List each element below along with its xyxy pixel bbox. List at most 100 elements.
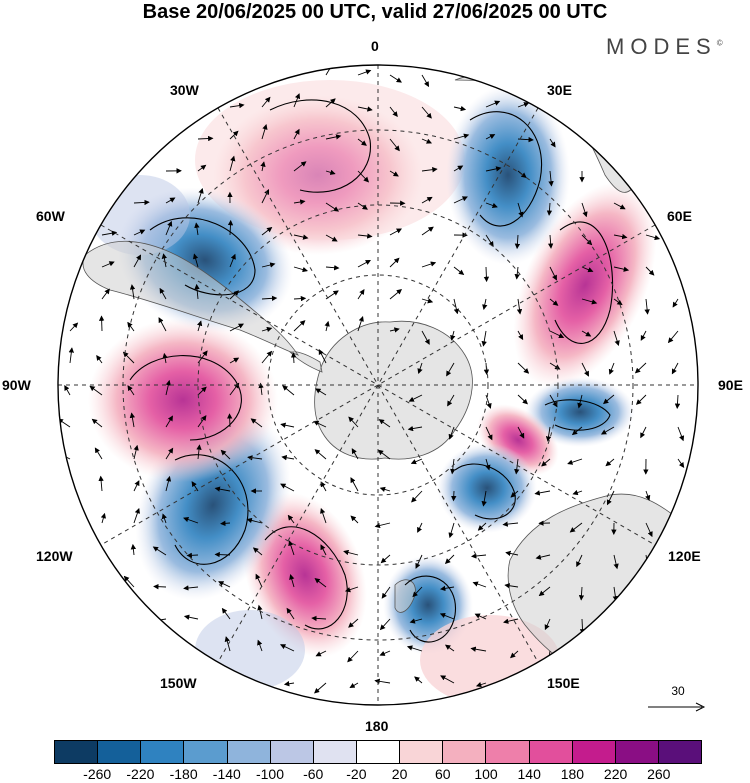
wind-arrow	[194, 222, 200, 236]
wind-arrow	[257, 604, 263, 620]
wind-arrow	[672, 298, 679, 308]
wind-arrow	[315, 388, 327, 396]
wind-arrow	[344, 586, 359, 593]
wind-arrow	[544, 618, 551, 631]
wind-arrow	[417, 522, 423, 533]
wind-arrow	[377, 449, 391, 460]
wind-arrow	[605, 458, 615, 467]
wind-arrow	[671, 362, 679, 375]
wind-arrow	[325, 234, 338, 242]
wind-arrow	[474, 613, 487, 620]
wind-arrow	[482, 298, 488, 310]
wind-arrow	[158, 317, 167, 332]
wind-arrow	[545, 426, 552, 442]
wind-arrow	[227, 219, 234, 236]
wind-arrow	[229, 253, 236, 268]
wind-arrow	[220, 520, 231, 527]
wind-arrow	[581, 362, 589, 377]
streamline	[469, 111, 542, 227]
colorbar-swatch	[55, 741, 98, 763]
wind-arrow	[350, 515, 359, 524]
wind-arrow	[450, 458, 456, 475]
streamline	[174, 454, 249, 565]
wind-arrow	[197, 320, 203, 332]
wind-arrow	[504, 583, 519, 589]
wind-arrow	[286, 607, 295, 620]
wind-arrow	[130, 543, 137, 556]
wind-arrow	[325, 265, 340, 271]
wind-arrow	[311, 615, 327, 622]
wind-arrow	[549, 330, 565, 338]
wind-arrow	[357, 106, 373, 112]
wind-arrow	[514, 458, 520, 475]
map-title: Base 20/06/2025 00 UTC, valid 27/06/2025…	[142, 1, 608, 23]
lon-label-60e: 60E	[667, 208, 692, 224]
colorbar-swatch	[355, 741, 400, 763]
wind-arrow	[644, 298, 650, 315]
colorbar-swatch	[442, 741, 486, 763]
anomaly-field	[88, 80, 657, 705]
wind-arrow	[261, 226, 273, 236]
wind-arrow	[517, 394, 528, 405]
wind-arrow	[549, 266, 557, 281]
wind-arrow	[514, 234, 521, 250]
wind-arrow	[133, 444, 139, 460]
wind-arrow	[444, 644, 455, 652]
wind-arrow	[485, 426, 493, 441]
wind-arrow	[421, 261, 437, 268]
wind-arrow	[549, 394, 558, 408]
lon-label-0: 0	[371, 38, 379, 54]
wind-arrow	[261, 188, 270, 204]
polar-map	[57, 64, 699, 706]
brand-logo: MODES©	[606, 34, 723, 59]
colorbar-tick-label: 140	[517, 766, 541, 782]
wind-arrow	[293, 266, 308, 273]
wind-arrow	[645, 266, 655, 276]
wind-arrow	[453, 165, 464, 172]
wind-arrow	[165, 379, 171, 396]
colorbar-swatch	[528, 741, 572, 763]
wind-arrow	[357, 69, 372, 76]
wind-arrow	[133, 199, 150, 206]
wind-arrow	[453, 298, 459, 315]
wind-arrow	[572, 489, 583, 496]
wind-arrow	[325, 169, 336, 175]
wind-arrow	[516, 298, 523, 315]
wind-arrow	[281, 455, 295, 461]
wind-arrow	[165, 197, 176, 204]
wind-arrow	[453, 196, 468, 204]
wind-arrow	[280, 422, 295, 428]
colorbar-tick-label: 100	[474, 766, 498, 782]
wind-arrow	[89, 385, 103, 396]
wind-arrow	[534, 490, 551, 496]
wind-arrow	[283, 681, 295, 687]
wind-arrow	[380, 554, 391, 564]
wind-arrow	[229, 130, 239, 140]
wind-arrow	[613, 554, 619, 570]
wind-arrow	[246, 517, 263, 524]
meridian	[217, 107, 539, 663]
wind-arrow	[320, 507, 327, 524]
wind-arrow	[357, 289, 365, 300]
wind-arrow	[470, 646, 487, 652]
wind-arrow	[389, 74, 402, 83]
lon-label-180: 180	[365, 718, 389, 734]
lon-label-60w: 60W	[36, 208, 65, 224]
wind-arrow	[514, 266, 520, 280]
wind-arrow	[194, 283, 200, 300]
wind-arrow	[100, 512, 106, 524]
wind-arrow	[357, 315, 364, 332]
wind-arrow	[101, 288, 110, 300]
wind-arrow	[541, 458, 551, 467]
lon-label-90w: 90W	[2, 377, 31, 393]
wind-arrow	[613, 266, 630, 272]
wind-arrow	[129, 412, 136, 428]
wind-arrow	[569, 522, 583, 533]
wind-arrow	[133, 229, 146, 236]
streamline	[544, 399, 611, 431]
colorbar-swatch	[312, 741, 356, 763]
wind-arrow	[197, 350, 208, 364]
wind-arrow	[389, 106, 398, 118]
colorbar-tick-label: -180	[169, 766, 198, 782]
landmasses	[82, 74, 698, 685]
